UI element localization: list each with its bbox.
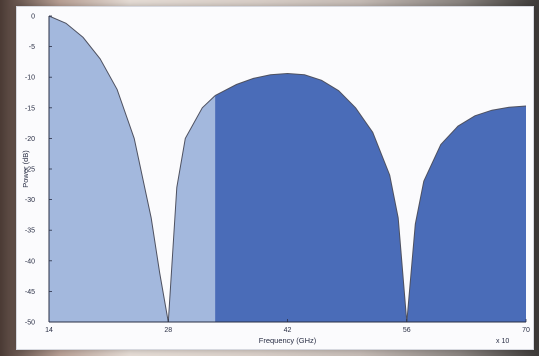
x-tick-label: 56: [403, 327, 411, 334]
x-tick-label: 28: [164, 327, 172, 334]
y-tick-label: -10: [25, 75, 35, 82]
x-axis-label: Frequency (GHz): [259, 336, 317, 345]
y-tick-label: -30: [25, 197, 35, 204]
x-tick-label: 42: [284, 327, 292, 334]
x-tick-group: 14 28 42 56 70: [45, 319, 530, 334]
y-tick-label: -15: [25, 105, 35, 112]
area-series-group: [49, 16, 526, 322]
y-tick-group: 0 -5 -10 -15 -20 -25 -30 -35 -40 -45 -50: [25, 14, 52, 327]
curve-outline-group: [48, 15, 527, 323]
area-light-region: [49, 16, 216, 322]
x-exponent-label: x 10: [496, 338, 509, 345]
y-tick-label: -45: [25, 289, 35, 296]
area-dark-region: [215, 73, 526, 322]
curve-dark-line: [214, 72, 527, 323]
y-tick-label: -50: [25, 320, 35, 327]
y-tick-label: -40: [25, 258, 35, 265]
x-tick-label: 14: [45, 327, 53, 334]
y-tick-label: 0: [31, 14, 35, 21]
y-tick-label: -25: [25, 167, 35, 174]
y-axis-label: Power (dB): [21, 150, 30, 188]
x-tick-label: 70: [522, 327, 530, 334]
y-tick-label: -5: [29, 44, 35, 51]
y-tick-label: -35: [25, 228, 35, 235]
y-tick-label: -20: [25, 136, 35, 143]
curve-light-line: [48, 15, 216, 323]
